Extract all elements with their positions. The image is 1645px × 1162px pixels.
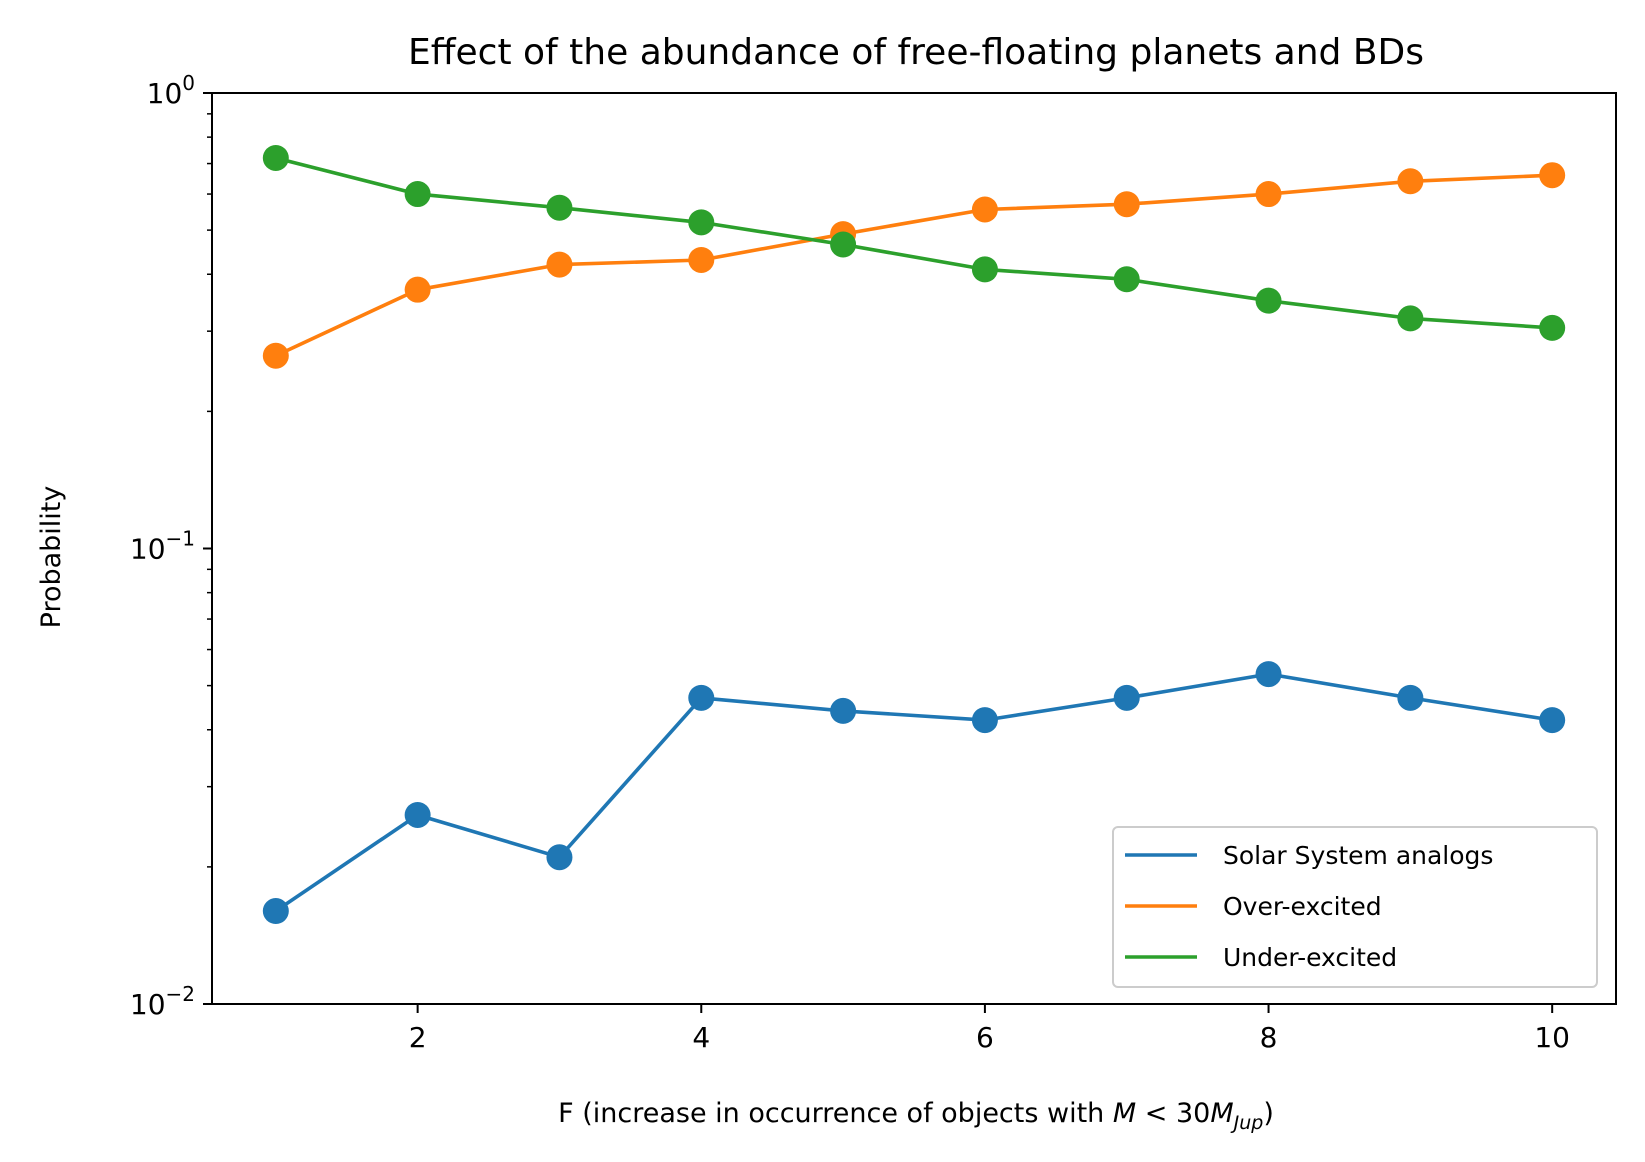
data-point <box>688 246 715 273</box>
y-tick-label: 100 <box>147 71 195 110</box>
x-axis: 2 4 6 8 10 <box>409 1004 1570 1054</box>
y-tick-label: 10−1 <box>130 527 195 566</box>
data-point <box>971 707 998 734</box>
legend: Solar System analogs Over-excited Under-ex… <box>1112 826 1598 988</box>
chart-title: Effect of the abundance of free-floating… <box>408 32 1424 73</box>
data-point <box>1539 707 1566 734</box>
legend-entry: Solar System analogs <box>1125 841 1493 870</box>
data-point <box>1397 684 1424 711</box>
data-point <box>262 144 289 171</box>
x-axis-label-math-mjup: M <box>1210 1098 1233 1129</box>
data-point <box>1255 287 1282 314</box>
data-point <box>262 342 289 369</box>
series-layer <box>262 144 1566 925</box>
data-point <box>1113 266 1140 293</box>
data-point <box>1255 181 1282 208</box>
data-point <box>404 276 431 303</box>
data-point <box>830 231 857 258</box>
series-1 <box>262 661 1566 925</box>
legend-label: Solar System analogs <box>1223 841 1493 870</box>
series-line <box>274 672 1553 913</box>
data-point <box>971 256 998 283</box>
data-point <box>971 196 998 223</box>
legend-label: Over-excited <box>1223 892 1382 921</box>
y-tick-label: 10−2 <box>130 982 195 1021</box>
series-line <box>275 173 1553 358</box>
legend-entry: Under-excited <box>1125 943 1397 972</box>
series-line <box>275 156 1553 330</box>
x-axis-label-suffix: ) <box>1263 1098 1274 1129</box>
data-point <box>1113 684 1140 711</box>
x-axis-label-math-sub: Jup <box>1230 1112 1264 1134</box>
legend-entry: Over-excited <box>1125 892 1382 921</box>
data-point <box>546 844 573 871</box>
data-point <box>404 801 431 828</box>
data-point <box>1539 314 1566 341</box>
data-point <box>1397 168 1424 195</box>
data-point <box>1539 162 1566 189</box>
series-3 <box>262 144 1566 341</box>
data-point <box>830 697 857 724</box>
x-axis-label: F (increase in occurrence of objects wit… <box>558 1098 1274 1134</box>
x-tick-label: 4 <box>692 1021 710 1054</box>
data-point <box>546 251 573 278</box>
x-axis-label-math-m: M <box>1113 1098 1136 1129</box>
data-point <box>1255 661 1282 688</box>
x-tick-label: 6 <box>976 1021 994 1054</box>
plot-frame <box>211 92 1617 1005</box>
data-point <box>262 898 289 925</box>
data-point <box>688 684 715 711</box>
data-point <box>1397 305 1424 332</box>
y-axis-label: Probability <box>36 486 67 629</box>
data-point <box>404 181 431 208</box>
legend-label: Under-excited <box>1223 943 1397 972</box>
data-point <box>546 194 573 221</box>
x-axis-label-prefix: F (increase in occurrence of objects wit… <box>558 1098 1113 1129</box>
x-tick-label: 10 <box>1534 1021 1570 1054</box>
series-2 <box>262 162 1566 369</box>
x-tick-label: 2 <box>409 1021 427 1054</box>
y-axis: 100 10−1 10−2 <box>130 71 212 1021</box>
x-tick-label: 8 <box>1260 1021 1278 1054</box>
data-point <box>688 209 715 236</box>
legend-box <box>1112 826 1598 988</box>
x-axis-label-math-lt: < 30 <box>1136 1098 1210 1129</box>
data-point <box>1113 191 1140 218</box>
